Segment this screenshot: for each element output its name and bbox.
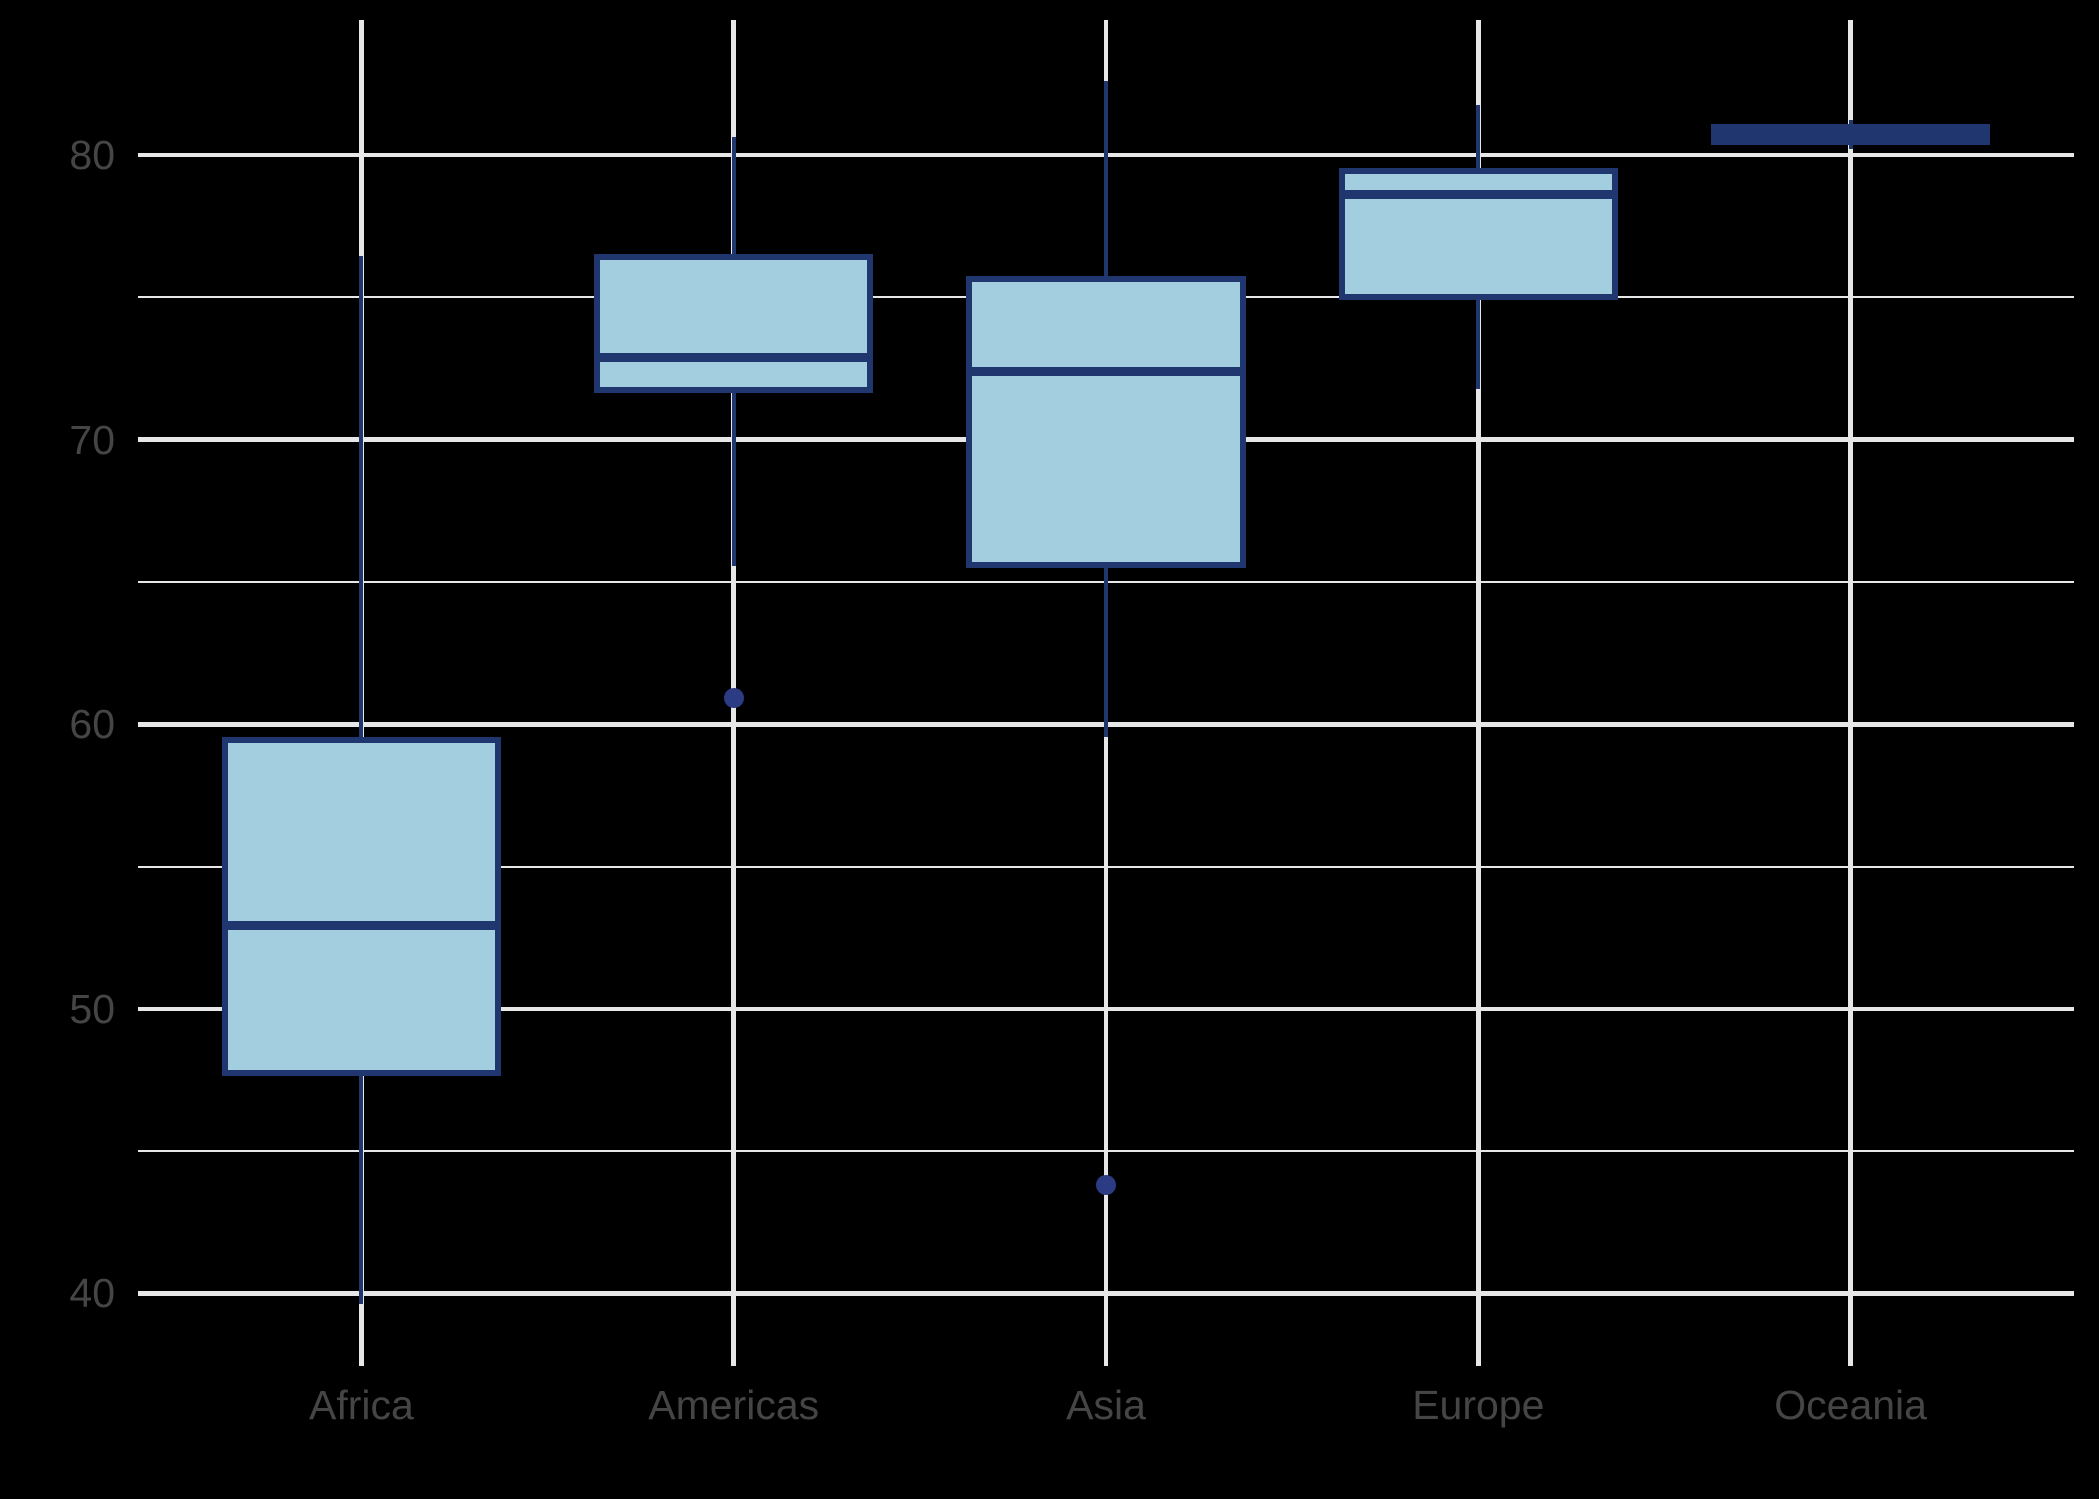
- outlier-dot-americas: [723, 688, 744, 709]
- y-tick-label-70: 70: [69, 416, 115, 463]
- box-europe: [1338, 167, 1618, 301]
- median-europe: [1344, 190, 1612, 200]
- x-gridline-europe: [1476, 20, 1481, 1366]
- whisker-lower-americas: [731, 389, 736, 567]
- median-americas: [600, 352, 868, 362]
- box-africa: [221, 737, 501, 1076]
- whisker-lower-africa: [359, 1072, 364, 1305]
- box-asia: [966, 276, 1246, 568]
- whisker-upper-asia: [1104, 81, 1108, 280]
- y-tick-label-40: 40: [69, 1270, 115, 1317]
- x-tick-label-africa: Africa: [308, 1382, 414, 1428]
- y-tick-label-60: 60: [69, 701, 115, 748]
- box-americas: [594, 254, 874, 393]
- whisker-lower-asia: [1104, 564, 1108, 738]
- median-africa: [227, 921, 495, 931]
- x-tick-label-oceania: Oceania: [1774, 1382, 1927, 1428]
- whisker-lower-oceania: [1848, 142, 1853, 150]
- median-asia: [972, 367, 1240, 377]
- x-gridline-oceania: [1848, 20, 1853, 1366]
- x-tick-label-americas: Americas: [648, 1382, 820, 1428]
- y-tick-label-80: 80: [69, 132, 115, 179]
- y-tick-label-50: 50: [69, 985, 115, 1032]
- outlier-dot-asia: [1096, 1174, 1116, 1195]
- whisker-lower-europe: [1476, 297, 1481, 390]
- whisker-upper-oceania: [1848, 120, 1853, 128]
- whisker-upper-europe: [1476, 105, 1481, 171]
- median-oceania: [1717, 130, 1985, 140]
- x-tick-label-asia: Asia: [1066, 1382, 1146, 1428]
- whisker-upper-americas: [731, 136, 736, 258]
- x-tick-label-europe: Europe: [1412, 1382, 1545, 1428]
- whisker-upper-africa: [359, 256, 364, 741]
